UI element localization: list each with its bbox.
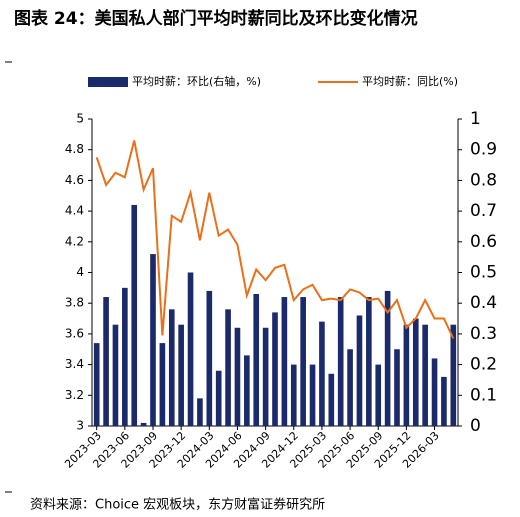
bar bbox=[328, 373, 335, 426]
bar bbox=[206, 290, 213, 426]
source-note: 资料来源：Choice 宏观板块，东方财富证券研究所 bbox=[30, 497, 325, 513]
y-tick-label: 4.4 bbox=[65, 204, 84, 218]
bar bbox=[384, 290, 391, 426]
y2-tick-label: 0.6 bbox=[470, 232, 497, 252]
bar bbox=[375, 364, 382, 426]
bar bbox=[366, 297, 372, 426]
bar bbox=[356, 315, 363, 426]
y-tick-label: 3.8 bbox=[65, 296, 84, 310]
y-tick-label: 3.2 bbox=[65, 388, 84, 402]
bar bbox=[394, 349, 400, 426]
y2-tick-label: 0 bbox=[470, 416, 481, 436]
y2-tick-label: 0.9 bbox=[470, 140, 497, 160]
legend-label: 平均时薪：同比(%) bbox=[362, 75, 458, 88]
bar bbox=[253, 293, 260, 426]
y-tick-label: 4.8 bbox=[65, 142, 84, 156]
y-tick-label: 3.4 bbox=[65, 357, 84, 371]
legend-swatch bbox=[88, 77, 128, 87]
bar bbox=[225, 309, 231, 426]
bar bbox=[431, 358, 438, 426]
y2-tick-label: 0.7 bbox=[470, 201, 497, 221]
bar bbox=[150, 254, 156, 426]
y-tick-label: 4 bbox=[76, 265, 84, 279]
bar bbox=[290, 364, 297, 426]
bar bbox=[234, 327, 241, 426]
bar bbox=[187, 272, 194, 426]
y-tick-label: 5 bbox=[76, 112, 84, 126]
y2-tick-label: 1 bbox=[470, 109, 481, 129]
bar bbox=[309, 364, 316, 426]
bar bbox=[168, 309, 175, 426]
bar bbox=[272, 312, 278, 426]
bar bbox=[93, 343, 100, 426]
bar bbox=[122, 287, 128, 426]
legend-label: 平均时薪：环比(右轴，%) bbox=[132, 74, 261, 88]
bar bbox=[422, 324, 428, 426]
y2-tick-label: 0.1 bbox=[470, 385, 497, 405]
chart-title: 图表 24：美国私人部门平均时薪同比及环比变化情况 bbox=[14, 9, 418, 29]
bar bbox=[441, 376, 447, 426]
bar bbox=[131, 204, 138, 426]
bar bbox=[300, 297, 306, 426]
bar bbox=[112, 324, 119, 426]
line bbox=[95, 140, 455, 339]
bar bbox=[450, 324, 457, 426]
y2-tick-label: 0.2 bbox=[470, 355, 497, 375]
y-tick-label: 4.2 bbox=[65, 234, 84, 248]
y2-tick-label: 0.4 bbox=[470, 293, 497, 313]
bar bbox=[262, 327, 269, 426]
bar bbox=[215, 370, 222, 426]
bar bbox=[319, 321, 325, 426]
y2-tick-label: 0.3 bbox=[470, 324, 497, 344]
y-tick-label: 3 bbox=[76, 419, 84, 433]
bar bbox=[337, 297, 344, 426]
bar bbox=[412, 318, 419, 426]
bar bbox=[140, 422, 147, 426]
bar bbox=[197, 398, 203, 426]
bar bbox=[244, 355, 250, 426]
bar bbox=[281, 297, 288, 426]
bar bbox=[103, 297, 109, 426]
y-tick-label: 3.6 bbox=[65, 326, 84, 340]
y2-tick-label: 0.5 bbox=[470, 263, 497, 283]
bar bbox=[159, 343, 166, 426]
bar bbox=[403, 324, 410, 426]
y2-tick-label: 0.8 bbox=[470, 170, 497, 190]
y-tick-label: 4.6 bbox=[65, 173, 84, 187]
bar bbox=[178, 324, 184, 426]
bar bbox=[347, 349, 353, 426]
